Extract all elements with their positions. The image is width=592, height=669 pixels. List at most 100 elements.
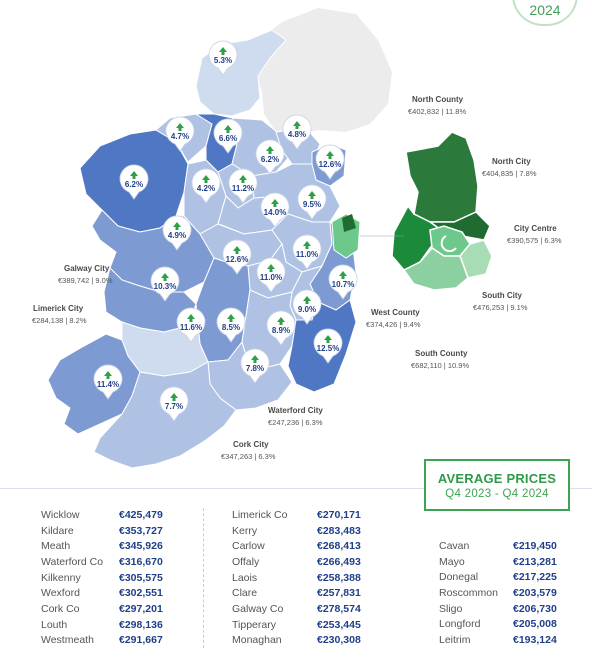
county-price: €213,281 xyxy=(513,555,557,568)
county-price: €203,579 xyxy=(513,586,557,599)
county-price: €297,201 xyxy=(119,602,163,615)
south-city-value: €476,253 | 9.1% xyxy=(473,303,528,312)
county-name: Cork Co xyxy=(41,602,80,615)
up-arrow-icon xyxy=(308,191,316,199)
pin-carlow: 9.0% xyxy=(292,289,322,325)
pin-clare: 11.6% xyxy=(176,307,206,343)
waterford-city-name: Waterford City xyxy=(268,406,323,415)
county-name: Meath xyxy=(41,540,71,553)
city-centre-name: City Centre xyxy=(514,224,557,233)
pin-marker xyxy=(292,289,322,325)
dublin-north-county xyxy=(405,131,479,223)
pin-marker xyxy=(93,364,123,400)
up-arrow-icon xyxy=(104,371,112,379)
county-price: €217,225 xyxy=(513,571,557,584)
county-price: €425,479 xyxy=(119,508,163,521)
up-arrow-icon xyxy=(187,314,195,322)
county-price: €268,413 xyxy=(317,540,361,553)
up-arrow-icon xyxy=(326,151,334,159)
up-arrow-icon xyxy=(233,246,241,254)
county-price: €193,124 xyxy=(513,633,557,646)
county-name: Leitrim xyxy=(439,633,471,646)
year-badge-text: 2024 xyxy=(529,2,561,18)
county-name: Wexford xyxy=(41,587,80,600)
pin-meath: 9.5% xyxy=(297,184,327,220)
price-row: Longford €205,008 xyxy=(439,616,557,632)
pin-label: 4.2% xyxy=(197,184,215,193)
pin-marker xyxy=(176,307,206,343)
north-county-name: North County xyxy=(412,95,464,104)
price-row: Tipperary €253,445 xyxy=(232,617,361,633)
county-price: €316,670 xyxy=(119,555,163,568)
county-name: Donegal xyxy=(439,571,479,584)
pin-marker xyxy=(150,266,180,302)
dublin-on-map-north xyxy=(342,214,356,232)
county-name: Longford xyxy=(439,618,481,631)
pin-westmeath: 14.0% xyxy=(260,192,290,228)
county-name: Roscommon xyxy=(439,586,498,599)
up-arrow-icon xyxy=(170,393,178,401)
limerick-city-value: €284,138 | 8.2% xyxy=(32,316,87,325)
county-price: €258,388 xyxy=(317,571,361,584)
map-pins: 5.3% 4.7% 6.6% 6.2% 4.8% 12.6% 6.2% 4.2% 11.2% 14… xyxy=(93,40,358,422)
pin-label: 10.3% xyxy=(154,282,177,291)
pin-label: 12.5% xyxy=(317,344,340,353)
dublin-inset xyxy=(360,131,493,291)
pin-donegal: 5.3% xyxy=(208,40,238,76)
pin-wexford: 12.5% xyxy=(313,328,343,364)
pin-label: 11.2% xyxy=(232,184,254,193)
pin-marker xyxy=(119,164,149,200)
pin-marker xyxy=(216,307,246,343)
up-arrow-icon xyxy=(176,123,184,131)
pin-marker xyxy=(165,116,195,152)
pin-marker xyxy=(315,144,345,180)
up-arrow-icon xyxy=(130,171,138,179)
price-row: Galway Co €278,574 xyxy=(232,601,361,617)
price-row: Westmeath €291,667 xyxy=(41,633,163,649)
county-price: €230,308 xyxy=(317,634,361,647)
pin-marker xyxy=(222,239,252,275)
county-name: Waterford Co xyxy=(41,555,104,568)
galway-city-name: Galway City xyxy=(64,264,110,273)
county-price: €206,730 xyxy=(513,602,557,615)
pin-kildare: 11.0% xyxy=(292,234,322,270)
county-name: Louth xyxy=(41,618,68,631)
price-row: Limerick Co €270,171 xyxy=(232,507,361,523)
pin-label: 6.2% xyxy=(125,180,143,189)
pin-marker xyxy=(313,328,343,364)
county-price: €270,171 xyxy=(317,508,361,521)
pin-label: 9.5% xyxy=(303,200,321,209)
county-price: €253,445 xyxy=(317,618,361,631)
up-arrow-icon xyxy=(173,222,181,230)
up-arrow-icon xyxy=(271,199,279,207)
price-row: Carlow €268,413 xyxy=(232,538,361,554)
price-column-1: Wicklow €425,479 Kildare €353,727 Meath €345,… xyxy=(41,507,163,648)
pin-marker xyxy=(240,348,270,384)
up-arrow-icon xyxy=(324,335,332,343)
up-arrow-icon xyxy=(303,241,311,249)
north-city-value: €404,835 | 7.8% xyxy=(482,169,537,178)
pin-marker xyxy=(159,386,189,422)
average-prices-period: Q4 2023 - Q4 2024 xyxy=(445,488,549,500)
pin-mayo: 6.2% xyxy=(119,164,149,200)
county-name: Tipperary xyxy=(232,618,276,631)
county-name: Westmeath xyxy=(41,634,94,647)
price-row: Clare €257,831 xyxy=(232,585,361,601)
west-county-name: West County xyxy=(371,308,420,317)
county-price: €291,667 xyxy=(119,634,163,647)
pin-waterford-co: 7.8% xyxy=(240,348,270,384)
up-arrow-icon xyxy=(227,314,235,322)
price-row: Offaly €266,493 xyxy=(232,554,361,570)
price-row: Monaghan €230,308 xyxy=(232,633,361,649)
column-divider xyxy=(203,508,204,648)
county-name: Mayo xyxy=(439,555,465,568)
price-row: Laois €258,388 xyxy=(232,570,361,586)
northern-ireland-region xyxy=(248,8,392,134)
up-arrow-icon xyxy=(266,146,274,154)
county-name: Kilkenny xyxy=(41,571,81,584)
price-row: Mayo €213,281 xyxy=(439,554,557,570)
county-name: Sligo xyxy=(439,602,463,615)
pin-label: 8.9% xyxy=(272,326,290,335)
price-row: Donegal €217,225 xyxy=(439,569,557,585)
county-price: €219,450 xyxy=(513,539,557,552)
